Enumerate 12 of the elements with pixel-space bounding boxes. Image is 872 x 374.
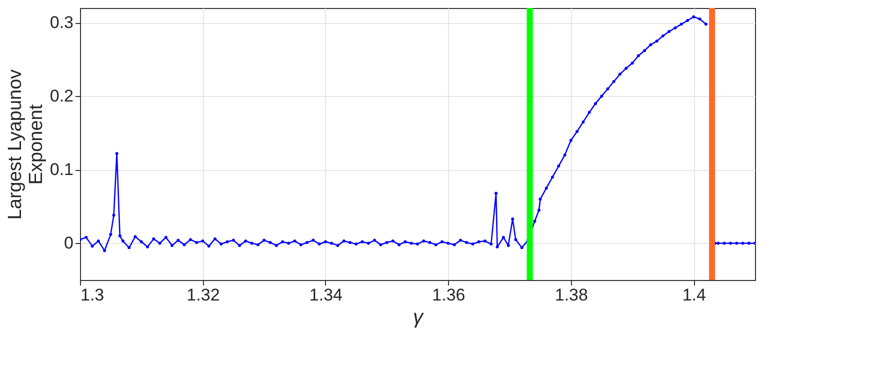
x-tick-label: 1.38 <box>554 286 588 304</box>
y-tick-label: 0.2 <box>50 86 74 106</box>
x-axis-title: γ <box>413 306 424 328</box>
x-tick-label: 1.4 <box>682 286 706 304</box>
x-tick-label: 1.32 <box>186 286 220 304</box>
x-tick-label: 1.36 <box>432 286 466 304</box>
y-tick-label: 0.3 <box>50 13 74 32</box>
y-tick-label: 0 <box>64 234 74 253</box>
x-tick-label: 1.3 <box>80 286 104 304</box>
y-axis-title: Largest Lyapunov Exponent <box>4 68 47 220</box>
x-tick-label: 1.34 <box>309 286 342 304</box>
y-tick-label: 0.1 <box>50 160 74 180</box>
